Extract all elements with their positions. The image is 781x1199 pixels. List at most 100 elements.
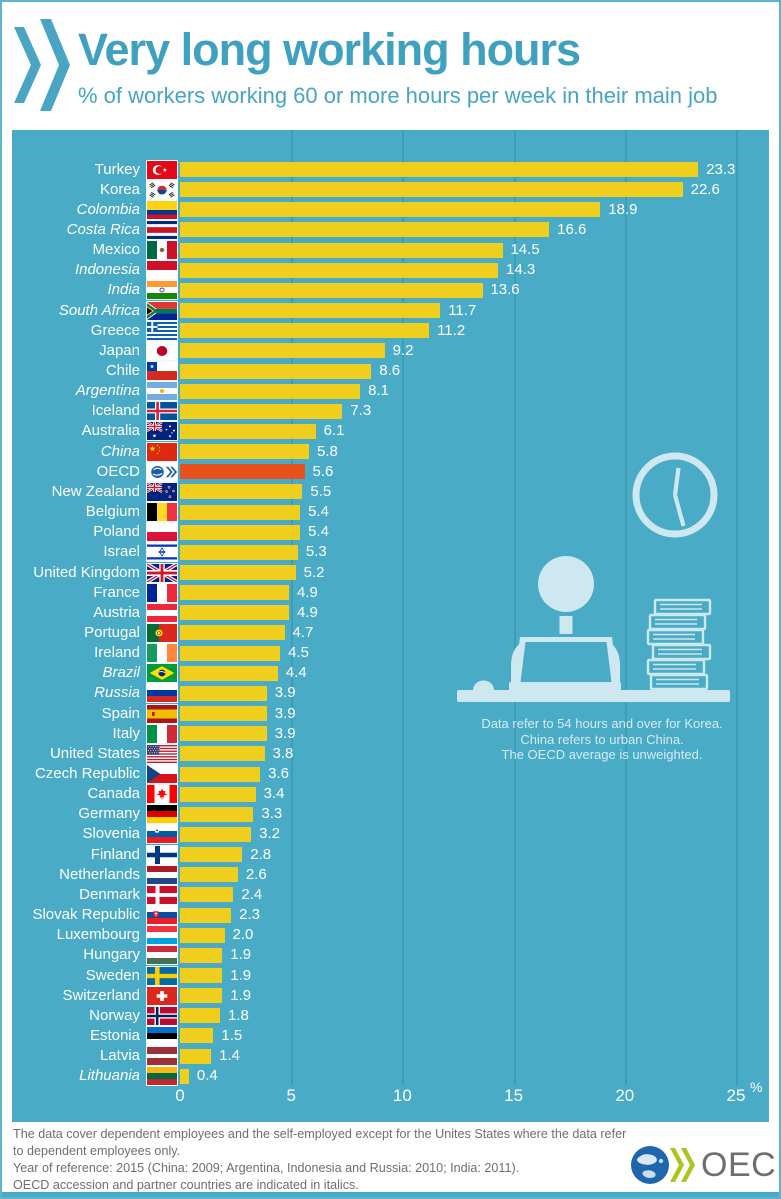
country-label: United Kingdom [33, 563, 140, 581]
country-label: Colombia [76, 200, 140, 218]
country-label: Lithuania [79, 1067, 140, 1085]
country-label: France [93, 583, 140, 601]
value-label: 8.6 [379, 362, 401, 379]
value-label: 16.6 [557, 220, 587, 238]
oecd-chevrons-small-icon [670, 1148, 695, 1182]
value-bar [180, 947, 223, 963]
value-bar [180, 907, 232, 923]
country-label: Belgium [85, 503, 140, 521]
flag-latvia-icon [146, 1046, 178, 1067]
flag-south-africa-icon [146, 300, 178, 321]
axis-tick-label: 5 [286, 1086, 296, 1105]
country-label: Korea [99, 180, 140, 198]
clock-icon [632, 452, 718, 538]
value-label: 1.5 [221, 1026, 243, 1044]
value-label: 23.3 [706, 160, 736, 178]
flag-poland-icon [146, 522, 178, 543]
value-label: 3.9 [274, 724, 296, 742]
flag-france-icon [146, 582, 178, 603]
value-label: 3.8 [272, 744, 294, 762]
country-label: Israel [103, 543, 140, 561]
flag-russia-icon [146, 683, 178, 704]
value-label: 5.2 [303, 563, 325, 581]
value-bar [180, 202, 601, 218]
axis-unit-label: % [750, 1079, 763, 1095]
flag-spain-icon [146, 703, 178, 724]
flag-estonia-icon [146, 1025, 178, 1046]
value-bar [180, 625, 285, 641]
chart-note: Data refer to 54 hours and over for Kore… [432, 716, 772, 763]
country-label: Switzerland [62, 986, 140, 1004]
country-label: Chile [105, 362, 140, 379]
page-subtitle: % of workers working 60 or more hours pe… [78, 83, 718, 108]
value-bar [180, 585, 289, 601]
gridline [624, 130, 627, 1085]
value-bar [180, 162, 699, 177]
value-bar [180, 706, 267, 722]
value-label: 1.9 [230, 966, 252, 984]
value-bar [180, 403, 343, 419]
value-bar [180, 927, 225, 943]
value-label: 4.4 [285, 664, 307, 682]
value-label: 5.6 [312, 462, 334, 480]
value-bar [180, 484, 303, 500]
oecd-logo: OECD [630, 1145, 779, 1185]
flag-china-icon [146, 441, 178, 462]
value-bar [180, 464, 305, 480]
value-label: 3.6 [268, 765, 289, 782]
value-label: 4.5 [288, 644, 309, 662]
flag-oecd-icon [146, 461, 178, 482]
value-label: 4.9 [296, 603, 318, 621]
flag-hungary-icon [146, 945, 178, 966]
gridline [402, 130, 405, 1085]
flag-united-kingdom-icon [146, 562, 178, 583]
axis-tick-label: 10 [392, 1086, 412, 1105]
flag-netherlands-icon [146, 864, 178, 885]
value-bar [180, 524, 301, 540]
axis-tick-label: 20 [615, 1086, 635, 1105]
country-label: Greece [90, 321, 140, 339]
footer-notes: The data cover dependent employees and t… [13, 1126, 638, 1197]
country-label: Norway [89, 1006, 140, 1024]
value-bar [180, 343, 385, 359]
value-label: 13.6 [490, 281, 520, 299]
country-label: Costa Rica [66, 220, 140, 238]
value-label: 14.5 [510, 241, 540, 259]
footer-note-line: OECD accession and partner countries are… [13, 1178, 359, 1192]
chart-note-line: The OECD average is unweighted. [501, 747, 703, 762]
footer-note-line: Year of reference: 2015 (China: 2009; Ar… [13, 1161, 520, 1175]
chart-note-line: Data refer to 54 hours and over for Kore… [481, 716, 723, 731]
flag-israel-icon [146, 542, 178, 563]
flag-mexico-icon [146, 240, 178, 261]
country-label: New Zealand [51, 482, 140, 500]
value-label: 5.5 [310, 482, 332, 500]
country-label: Czech Republic [34, 765, 140, 782]
flag-iceland-icon [146, 401, 178, 422]
globe-icon [631, 1146, 669, 1184]
oecd-logo-text: OECD [701, 1145, 779, 1184]
value-bar [180, 504, 301, 520]
worker-at-desk-icon [457, 556, 730, 702]
value-label: 18.9 [608, 200, 638, 218]
flag-belgium-icon [146, 502, 178, 523]
flag-greece-icon [146, 320, 178, 341]
value-bar [180, 323, 430, 339]
footer-note-line: The data cover dependent employees and t… [13, 1127, 627, 1158]
chart-note-line: China refers to urban China. [520, 731, 684, 747]
value-bar [180, 1028, 214, 1044]
value-bar [180, 423, 316, 439]
country-label: Japan [99, 341, 140, 359]
value-label: 2.4 [241, 885, 263, 903]
flag-united-states-icon [146, 743, 178, 764]
value-label: 5.4 [308, 503, 329, 521]
country-label: Estonia [89, 1026, 140, 1044]
value-bar [180, 766, 261, 782]
value-bar [180, 222, 550, 238]
chart-panel: Turkey 23.3 Korea 22.6 Colombia 18.9 Costa Ric… [12, 130, 769, 1122]
country-label: Poland [93, 523, 140, 541]
oecd-chevrons-icon [14, 19, 70, 111]
flag-luxembourg-icon [146, 925, 178, 946]
value-label: 11.2 [437, 321, 466, 339]
country-label: Slovenia [82, 825, 140, 843]
value-label: 5.4 [308, 523, 329, 541]
